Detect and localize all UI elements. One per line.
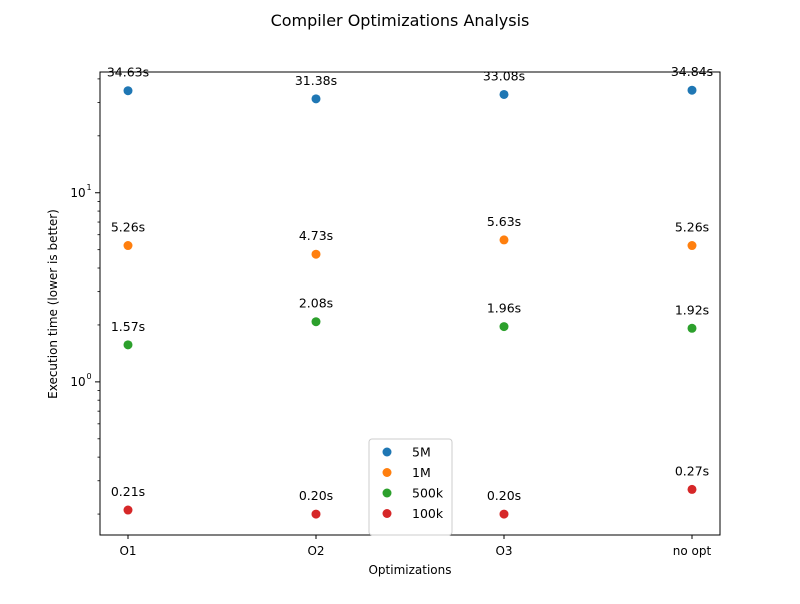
- x-tick-label: O2: [307, 544, 324, 558]
- x-tick-label: O3: [495, 544, 512, 558]
- data-label: 33.08s: [483, 68, 525, 83]
- x-tick-label: O1: [119, 544, 136, 558]
- data-label: 0.20s: [299, 488, 333, 503]
- legend-marker: [382, 488, 392, 498]
- chart-title: Compiler Optimizations Analysis: [271, 11, 530, 30]
- data-point: [123, 505, 133, 515]
- data-point: [123, 86, 133, 96]
- x-axis-label: Optimizations: [368, 563, 451, 577]
- data-label: 0.21s: [111, 484, 145, 499]
- data-label: 31.38s: [295, 73, 337, 88]
- data-point: [687, 323, 697, 333]
- data-label: 2.08s: [299, 296, 333, 311]
- data-label: 5.26s: [111, 220, 145, 235]
- legend-label: 500k: [412, 486, 444, 501]
- data-point: [687, 241, 697, 251]
- data-label: 5.26s: [675, 220, 709, 235]
- x-tick-label: no opt: [673, 544, 712, 558]
- data-point: [499, 89, 509, 99]
- data-point: [687, 85, 697, 95]
- data-point: [311, 94, 321, 104]
- data-label: 1.57s: [111, 319, 145, 334]
- data-point: [687, 484, 697, 494]
- y-tick-exponent: 1: [86, 183, 91, 192]
- data-point: [123, 241, 133, 251]
- legend-marker: [382, 447, 392, 457]
- data-label: 4.73s: [299, 228, 333, 243]
- legend-label: 5M: [412, 445, 431, 460]
- data-point: [311, 249, 321, 259]
- legend-label: 100k: [412, 506, 444, 521]
- data-point: [311, 317, 321, 327]
- data-label: 0.20s: [487, 488, 521, 503]
- data-label: 1.92s: [675, 302, 709, 317]
- y-axis-label: Execution time (lower is better): [46, 209, 60, 399]
- data-point: [499, 509, 509, 519]
- data-label: 0.27s: [675, 463, 709, 478]
- data-point: [499, 235, 509, 245]
- data-label: 5.63s: [487, 214, 521, 229]
- y-tick-label: 10: [70, 375, 85, 389]
- y-tick-exponent: 0: [86, 372, 91, 381]
- data-point: [123, 340, 133, 350]
- legend-label: 1M: [412, 465, 431, 480]
- data-point: [499, 322, 509, 332]
- legend-marker: [382, 509, 392, 518]
- legend: 5M 1M 500k 100k: [368, 438, 453, 536]
- data-label: 1.96s: [487, 301, 521, 316]
- legend-marker: [382, 468, 392, 477]
- y-tick-label: 10: [70, 186, 85, 200]
- data-point: [311, 509, 321, 519]
